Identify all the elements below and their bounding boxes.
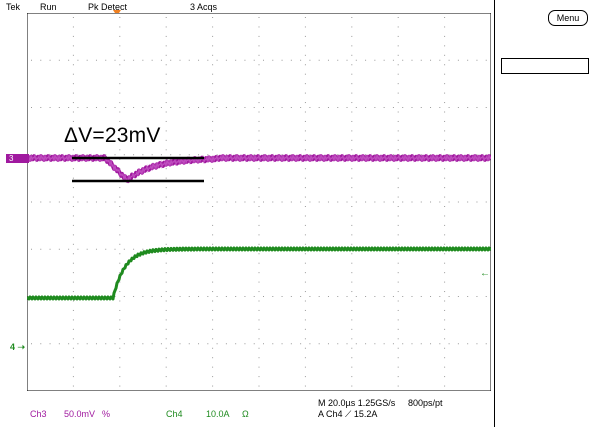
waveform-display: [27, 13, 491, 391]
side-menu-box[interactable]: [501, 58, 589, 74]
ch3-scale: 50.0mV: [64, 409, 96, 419]
graticule-border: [27, 13, 491, 391]
ch3-label: Ch3: [30, 409, 47, 419]
menu-button[interactable]: Menu: [548, 10, 588, 26]
ch4-ground-marker[interactable]: 4 ➝: [10, 342, 25, 353]
trigger-level-arrow-icon[interactable]: ←: [480, 268, 490, 279]
record-length-readout: 800ps/pt: [408, 398, 443, 408]
panel-divider: [494, 0, 495, 427]
ch3-ground-marker[interactable]: 3: [6, 154, 29, 163]
run-state-label: Run: [40, 2, 57, 12]
ch4-waveform: [27, 246, 491, 301]
acquisition-count-label: 3 Acqs: [190, 2, 218, 12]
ch4-marker-arrow-icon: ➝: [15, 342, 26, 352]
brand-label: Tek: [6, 2, 21, 12]
ch4-marker-label: 4: [10, 342, 16, 352]
ch3-coupling: %: [102, 409, 111, 419]
delta-v-annotation: ΔV=23mV: [64, 124, 161, 147]
ch3-marker-label: 3: [9, 154, 14, 163]
acquisition-mode-label: Pk Detect: [88, 2, 128, 12]
ch4-scale: 10.0A: [206, 409, 230, 419]
ch4-label: Ch4: [166, 409, 183, 419]
ch4-impedance: Ω: [242, 409, 249, 419]
trigger-readout: A Ch4 ⟋ 15.2A: [318, 409, 378, 419]
timebase-readout: M 20.0µs 1.25GS/s: [318, 398, 396, 408]
